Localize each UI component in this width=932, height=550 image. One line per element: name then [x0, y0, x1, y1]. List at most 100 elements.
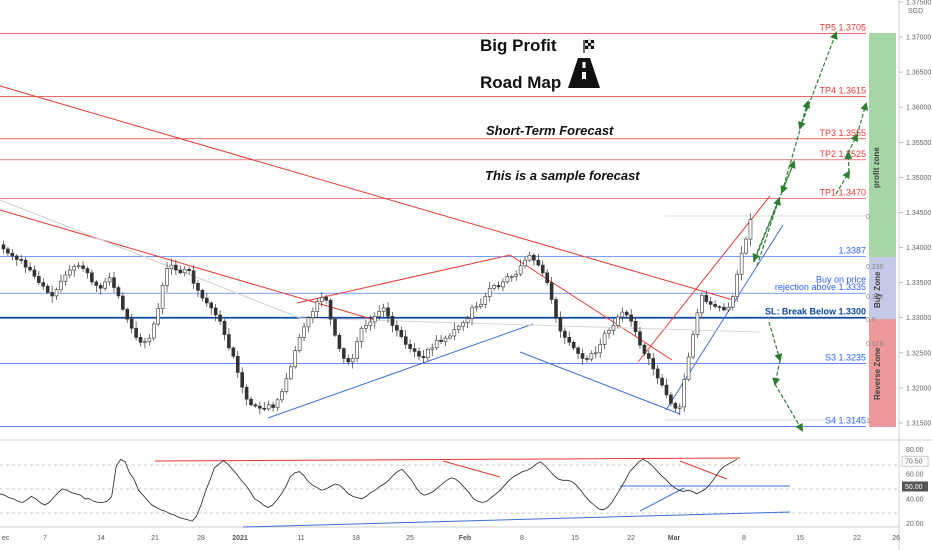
price-tick-label-12: 1.31500 [906, 421, 931, 428]
candle [41, 282, 46, 287]
candle [19, 259, 23, 261]
candle [107, 277, 112, 283]
candle [151, 323, 156, 339]
projection-arrow-9 [847, 133, 858, 154]
candle [735, 273, 740, 297]
trendline-red-rise [637, 195, 771, 363]
candle [611, 325, 616, 331]
candle [200, 290, 205, 299]
projection-arrow-12 [772, 359, 781, 386]
candle [580, 353, 585, 359]
candle [160, 285, 165, 309]
rsi-trend-blue-bottom [242, 511, 791, 528]
candle [434, 339, 439, 349]
candle [408, 344, 412, 349]
level-label-3: TP2 1.3525 [819, 149, 866, 159]
date-label-3: 21 [151, 535, 159, 542]
candle [68, 269, 72, 276]
candle [655, 368, 660, 379]
level-label-4: TP1 1.3470 [819, 187, 866, 197]
profit-zone-label: profit zone [872, 147, 881, 188]
candle [37, 276, 41, 283]
candle [487, 287, 492, 297]
candle [616, 316, 620, 326]
rsi-current-badge [901, 455, 929, 467]
candle [333, 318, 337, 336]
candle [677, 406, 682, 409]
candle [695, 312, 700, 335]
date-label-8: 25 [406, 535, 414, 542]
date-label-5: 2021 [232, 535, 248, 542]
candle [501, 281, 505, 288]
candle [730, 296, 735, 308]
projection-arrow-8 [844, 151, 853, 173]
candle [598, 344, 603, 354]
header-note-short-term: Short-Term Forecast [486, 123, 614, 138]
candle [266, 404, 271, 410]
candle [85, 268, 90, 274]
date-label-7: 18 [352, 535, 360, 542]
candle [253, 404, 258, 407]
rsi-tick-bg [902, 481, 928, 492]
projection-arrow-7 [835, 170, 851, 195]
candle [32, 269, 37, 277]
candle [686, 356, 691, 380]
level-label-10: S4 1.3145 [825, 416, 866, 426]
candle [549, 282, 554, 300]
candle [607, 330, 611, 334]
candle [726, 306, 731, 311]
candle [103, 281, 107, 289]
candle [6, 248, 10, 254]
candle [461, 322, 465, 327]
candle [456, 325, 461, 330]
candle [342, 348, 346, 359]
candle [426, 349, 430, 359]
date-label-1: 7 [43, 535, 47, 542]
candle [545, 272, 549, 283]
fib-label-2: 0.382 [866, 294, 884, 301]
candle [235, 356, 240, 373]
candle [563, 330, 567, 338]
candles-layer [1, 213, 753, 416]
candle [337, 334, 342, 349]
candle [319, 297, 324, 302]
level-label-7: rejection above 1.3335 [775, 282, 866, 292]
candle [359, 327, 364, 342]
candle [328, 299, 333, 320]
candle [669, 394, 673, 404]
candle [430, 347, 435, 350]
rsi-axis: 80.00 60.00 50.00 40.00 20.00 70.50 [901, 447, 929, 528]
candle [585, 358, 589, 360]
header-note-sample: This is a sample forecast [485, 168, 640, 183]
candle [275, 399, 280, 408]
candle [63, 274, 68, 282]
rsi-trend-blue-diag [639, 487, 685, 512]
candle [602, 332, 607, 345]
candle [633, 320, 638, 333]
trendlines-layer [0, 85, 784, 419]
candle [182, 269, 187, 274]
candle [647, 353, 651, 359]
rsi-trend-red-a [442, 460, 501, 478]
candle [249, 398, 253, 406]
candle [94, 281, 99, 286]
price-tick-label-8: 1.33500 [906, 280, 931, 287]
rsi-trend-red-top [154, 457, 741, 462]
checkered-flag-icon [583, 39, 595, 53]
candle [10, 252, 15, 257]
fib-label-3: 0.5 [866, 317, 876, 324]
zones-layer [869, 33, 896, 427]
candle [540, 264, 545, 274]
candle [178, 269, 183, 274]
candle [403, 336, 408, 345]
candle [664, 384, 669, 396]
buy-zone [869, 257, 896, 319]
candle [682, 379, 686, 408]
level-label-2: TP3 1.3555 [819, 128, 866, 138]
reverse-zone-label: Reverse Zone [873, 347, 882, 400]
date-label-10: 8 [520, 535, 524, 542]
candle [169, 264, 174, 269]
price-tick-label-11: 1.32000 [906, 385, 931, 392]
projection-arrow-10 [856, 102, 869, 136]
